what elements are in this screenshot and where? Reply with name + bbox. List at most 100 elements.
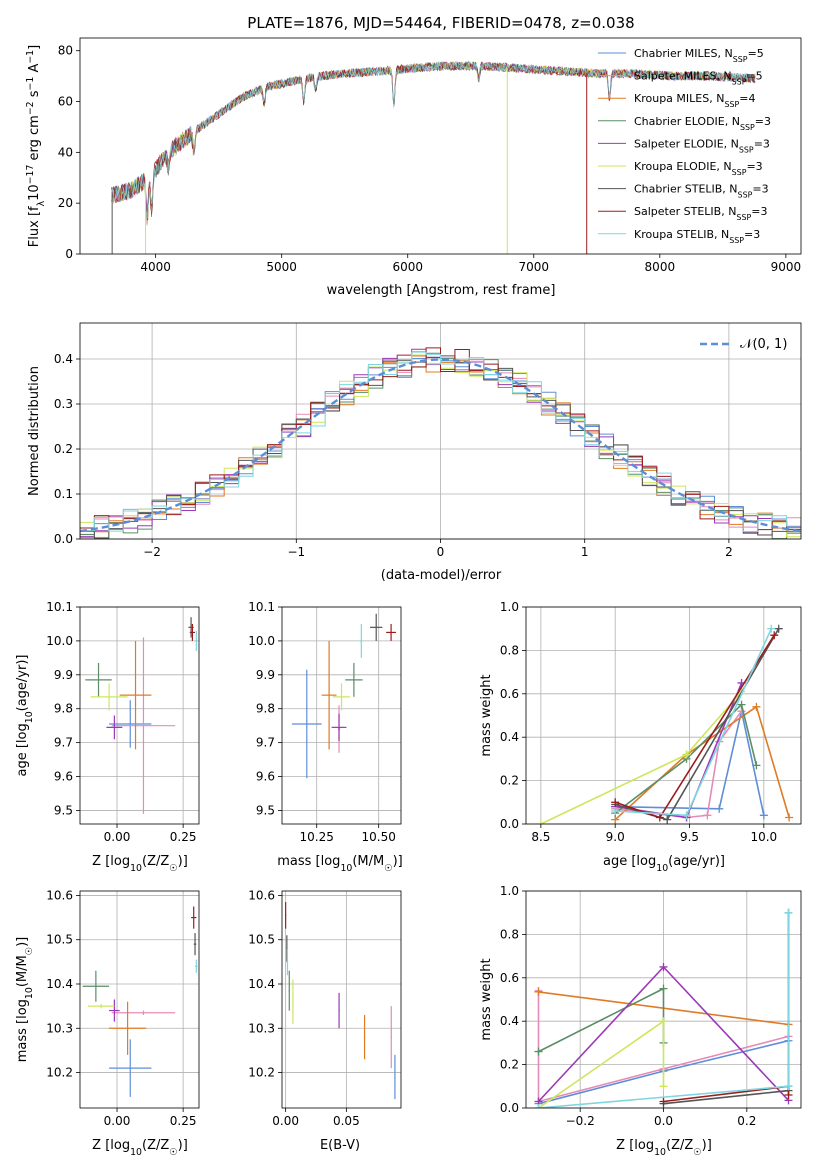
y-tick-label: 0.0: [500, 1101, 519, 1115]
gaussian-curve: [80, 358, 801, 533]
weight-marker: [682, 750, 691, 759]
y-tick-label: 0.4: [54, 352, 73, 366]
weight-marker: [659, 984, 668, 993]
y-tick-label: 10.2: [248, 1066, 275, 1080]
errorbar-pink: [390, 1006, 392, 1069]
y-tick-label: 80: [58, 44, 73, 58]
weight-marker: [737, 700, 746, 709]
x-tick-label: 2: [725, 545, 733, 559]
y-tick-label: 10.6: [248, 888, 275, 902]
weight-marker: [659, 1097, 668, 1106]
weight-vs-age-axes: [526, 606, 801, 825]
y-tick-label: 60: [58, 95, 73, 109]
errorbar-blue: [394, 1054, 396, 1100]
errorbar-lime: [87, 1003, 115, 1009]
weight-marker: [759, 811, 768, 820]
x-tick-label: −1: [287, 545, 305, 559]
axes-frame: [281, 890, 402, 1109]
x-tick-label: 0.00: [104, 830, 131, 844]
x-axis-label: Z [log10(Z/Z☉)]: [616, 1138, 712, 1158]
y-tick-label: 10.0: [248, 634, 275, 648]
x-tick-label: 4000: [140, 260, 171, 274]
errorbar-cyan: [194, 630, 198, 652]
y-tick-label: 0.1: [54, 487, 73, 501]
y-tick-label: 9.7: [256, 736, 275, 750]
x-tick-label: 0.25: [170, 1114, 197, 1128]
errorbar-darkred: [191, 906, 197, 929]
errorbar-orange: [321, 640, 337, 750]
spectrum-line-cyan: [111, 60, 756, 219]
errorbar-orange: [109, 1001, 147, 1055]
errorbar-purple: [338, 992, 340, 1029]
weight-marker: [767, 624, 776, 633]
legend-label: Kroupa ELODIE, NSSP=3: [634, 160, 763, 177]
y-tick-label: 0.2: [500, 1058, 519, 1072]
x-tick-label: 6000: [392, 260, 423, 274]
plot-area: [536, 624, 794, 824]
weight-marker: [703, 811, 712, 820]
axes-frame: [79, 606, 200, 825]
y-tick-label: 10.6: [46, 888, 73, 902]
plot-area: [285, 902, 396, 1100]
y-tick-label: 0.0: [54, 532, 73, 546]
x-tick-label: 0.00: [272, 1114, 299, 1128]
errorbar-green: [85, 662, 112, 697]
weight-marker: [752, 702, 761, 711]
age-vs-Z-axes: [80, 606, 199, 824]
weight-marker: [774, 624, 783, 633]
y-tick-label: 40: [58, 145, 73, 159]
x-tick-label: −0.2: [566, 1114, 595, 1128]
y-tick-label: 0.2: [500, 774, 519, 788]
spectrum-axes: [111, 60, 756, 254]
errorbar-purple: [106, 715, 123, 740]
mass-vs-Z-axes-frame: 0.00 0.25 10.2 10.3 10.4 10.5 10.6: [46, 888, 200, 1128]
errorbar-darkred: [285, 902, 287, 929]
y-tick-label: 0.0: [500, 817, 519, 831]
weight-marker: [663, 815, 672, 824]
plot-area: [82, 906, 198, 1097]
y-tick-label: 0.4: [500, 730, 519, 744]
y-tick-label: 1.0: [500, 884, 519, 898]
histogram-axes: [80, 323, 801, 540]
y-tick-label: 0.8: [500, 927, 519, 941]
weight-marker: [784, 908, 793, 917]
y-axis-label: mass weight: [479, 674, 494, 756]
weight-marker: [534, 987, 543, 996]
y-axis-label: Flux [fλ10−17 erg cm−2 s−1 A−1]: [25, 45, 47, 247]
weight-line-orange: [614, 705, 790, 821]
weight-marker: [770, 631, 779, 640]
y-tick-label: 1.0: [500, 600, 519, 614]
y-tick-label: 0.3: [54, 397, 73, 411]
legend-label: Chabrier MILES, NSSP=5: [634, 47, 764, 64]
age-vs-mass-axes-frame: 10.25 10.50 9.5 9.6 9.7 9.8 9.9 10.0 10.1: [248, 600, 402, 844]
legend: Chabrier MILES, NSSP=5 Salpeter MILES, NS…: [598, 47, 771, 244]
errorbar-green: [82, 970, 110, 1002]
axes-frame: [79, 37, 802, 255]
errorbar-blue: [109, 1039, 152, 1097]
errorbar-green: [288, 970, 290, 1011]
y-tick-label: 9.8: [54, 702, 73, 716]
errorbar-lime: [332, 683, 351, 711]
histogram-axes-frame: −2 −1 0 1 2 0.0 0.1 0.2 0.3 0.4: [54, 322, 802, 559]
x-tick-label: 0.05: [333, 1114, 360, 1128]
legend-label: Kroupa STELIB, NSSP=3: [634, 228, 760, 245]
y-tick-label: 10.5: [46, 933, 73, 947]
x-tick-label: 0.25: [170, 830, 197, 844]
x-tick-label: 7000: [519, 260, 550, 274]
histogram-cyan: [80, 351, 801, 538]
y-tick-label: 0: [65, 247, 73, 261]
x-tick-label: 1: [581, 545, 589, 559]
weight-line-darkred: [614, 634, 775, 819]
errorbar-cyan: [195, 959, 198, 973]
x-tick-label: 9000: [771, 260, 802, 274]
age-vs-mass-axes: [282, 606, 401, 824]
plot-area: [85, 617, 198, 814]
x-tick-label: 8.5: [531, 830, 550, 844]
weight-vs-Z-axes: [526, 890, 801, 1109]
legend-label: Salpeter STELIB, NSSP=3: [634, 205, 767, 222]
weight-marker: [785, 813, 794, 822]
y-tick-label: 0.6: [500, 971, 519, 985]
y-tick-label: 10.0: [46, 634, 73, 648]
legend-label: Salpeter MILES, NSSP=5: [634, 70, 763, 87]
